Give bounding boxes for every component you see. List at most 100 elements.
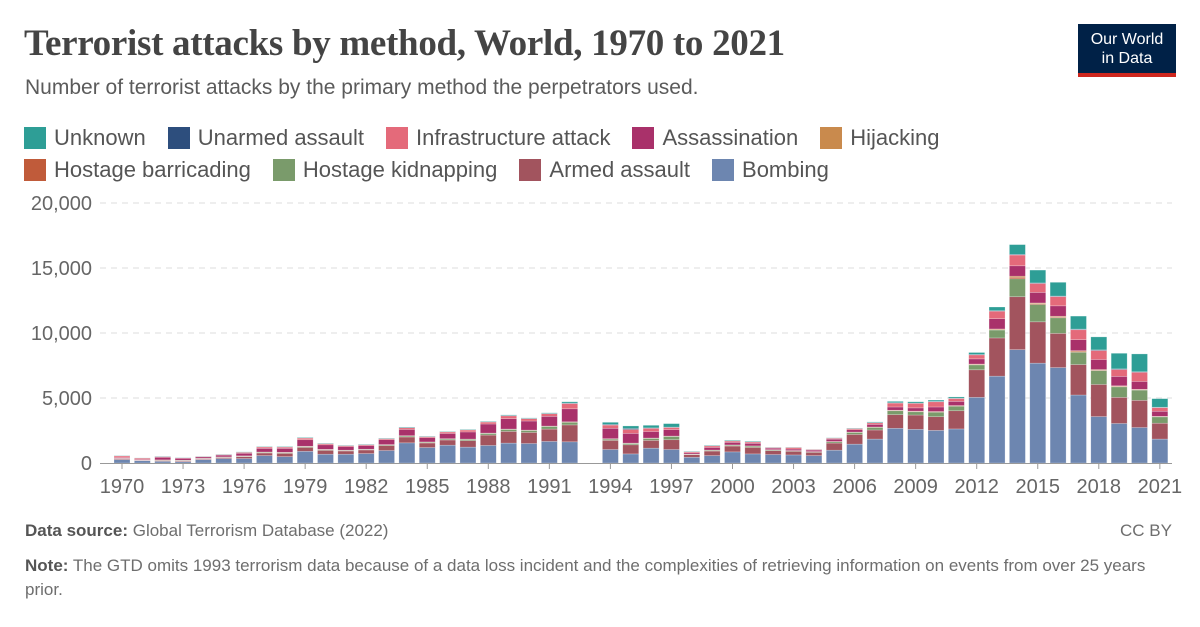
- bar-segment-bombing-1981: [337, 453, 355, 464]
- bar-segment-assassination-1982: [357, 445, 375, 450]
- x-tick-label: 1997: [649, 476, 694, 498]
- legend-item-unarmed-assault[interactable]: Unarmed assault: [167, 122, 365, 153]
- bar-segment-bombing-1975: [215, 458, 233, 464]
- legend-item-assassination[interactable]: Assassination: [632, 122, 798, 153]
- x-tick-label: 1970: [100, 476, 145, 498]
- bar-segment-assassination-2017: [1070, 339, 1087, 351]
- bar-segment-hostage-kidnapping-2015: [1029, 304, 1047, 323]
- bar-segment-bombing-2009: [907, 429, 924, 464]
- bar-segment-assassination-1978: [276, 448, 294, 453]
- bar-segment-unknown-2008: [886, 401, 904, 403]
- bar-segment-assassination-1995: [622, 433, 640, 444]
- bar-segment-unknown-1997: [663, 423, 680, 428]
- legend-item-infrastructure-attack[interactable]: Infrastructure attack: [386, 122, 610, 153]
- bar-segment-infrastructure-attack-1990: [520, 418, 538, 422]
- x-tick-label: 1994: [588, 476, 633, 498]
- y-tick-label: 0: [81, 453, 92, 475]
- bar-segment-infrastructure-attack-1994: [602, 424, 619, 429]
- bar-segment-unarmed-assault-2015: [1029, 282, 1047, 284]
- bar-segment-bombing-2021: [1151, 438, 1169, 464]
- bar-segment-armed-assault-1979: [296, 447, 314, 452]
- logo-line2: in Data: [1101, 50, 1153, 67]
- legend-item-hostage-kidnapping[interactable]: Hostage kidnapping: [272, 155, 497, 186]
- bar-segment-unknown-1990: [520, 417, 538, 419]
- bar-segment-bombing-2000: [724, 451, 741, 464]
- bar-segment-bombing-2012: [968, 397, 986, 464]
- x-tick-label: 1976: [222, 476, 267, 498]
- bar-segment-unknown-2012: [968, 352, 986, 355]
- bar-segment-armed-assault-2002: [764, 450, 782, 455]
- bar-segment-bombing-1985: [418, 447, 436, 464]
- bar-segment-armed-assault-2020: [1131, 400, 1148, 428]
- x-tick-label: 1982: [344, 476, 389, 498]
- bar-segment-bombing-2006: [846, 443, 863, 464]
- x-tick-label: 2003: [771, 476, 816, 498]
- bar-segment-armed-assault-2021: [1151, 422, 1169, 440]
- bar-segment-assassination-2001: [744, 443, 762, 447]
- bar-segment-unarmed-assault-1994: [602, 424, 619, 426]
- bar-segment-armed-assault-1991: [541, 428, 558, 442]
- bar-segment-assassination-2013: [988, 318, 1006, 330]
- bar-segment-armed-assault-1998: [683, 454, 701, 458]
- bar-segment-armed-assault-2019: [1110, 397, 1128, 424]
- bar-segment-bombing-2005: [825, 449, 843, 464]
- bar-segment-assassination-2011: [948, 401, 965, 406]
- legend-label: Unarmed assault: [197, 124, 365, 150]
- bar-segment-bombing-1983: [378, 450, 395, 464]
- bar-segment-bombing-1998: [683, 456, 701, 464]
- bar-segment-assassination-2018: [1090, 359, 1108, 370]
- bar-segment-assassination-2021: [1151, 410, 1169, 417]
- bar-segment-bombing-2007: [866, 438, 884, 464]
- bar-segment-unknown-1999: [703, 444, 721, 447]
- bar-segment-infrastructure-attack-1992: [561, 403, 579, 410]
- legend-item-bombing[interactable]: Bombing: [712, 155, 829, 186]
- bar-segment-bombing-1989: [500, 442, 517, 464]
- bar-segment-bombing-1987: [459, 446, 477, 464]
- bar-segment-armed-assault-2017: [1070, 364, 1087, 396]
- bar-segment-unknown-1979: [296, 437, 314, 439]
- bar-segment-bombing-1992: [561, 441, 579, 464]
- legend-item-armed-assault[interactable]: Armed assault: [519, 155, 690, 186]
- bar-segment-assassination-1976: [235, 452, 253, 457]
- bar-segment-assassination-2006: [846, 429, 863, 433]
- bar-segment-armed-assault-1985: [418, 442, 436, 448]
- bar-segment-hostage-kidnapping-2012: [968, 364, 986, 371]
- bar-segment-bombing-1982: [357, 453, 375, 464]
- legend-label: Hijacking: [850, 124, 940, 150]
- bar-segment-unknown-2013: [988, 306, 1006, 311]
- bar-segment-infrastructure-attack-2015: [1029, 283, 1047, 293]
- bar-segment-hostage-kidnapping-2019: [1110, 386, 1128, 398]
- legend-label: Hostage barricading: [54, 157, 251, 182]
- bar-segment-assassination-2020: [1131, 381, 1148, 390]
- x-tick-label: 2009: [893, 476, 938, 498]
- bar-segment-hostage-kidnapping-2011: [948, 405, 965, 412]
- legend-swatch: [167, 126, 190, 149]
- owid-logo[interactable]: Our World in Data: [1078, 24, 1176, 77]
- bar-segment-infrastructure-attack-2009: [907, 403, 924, 409]
- legend-swatch: [24, 159, 46, 181]
- bar-segment-hostage-kidnapping-2017: [1070, 351, 1087, 365]
- bar-segment-assassination-1997: [663, 429, 680, 437]
- bar-segment-hostage-kidnapping-2021: [1151, 416, 1169, 424]
- bar-segment-bombing-1988: [479, 445, 497, 464]
- bar-segment-assassination-2014: [1009, 265, 1026, 277]
- bar-segment-armed-assault-1996: [642, 440, 660, 449]
- license[interactable]: CC BY: [1120, 521, 1172, 540]
- bar-segment-assassination-1975: [215, 454, 233, 458]
- bar-segment-armed-assault-1982: [357, 449, 375, 454]
- x-tick-label: 1979: [283, 476, 328, 498]
- bar-segment-armed-assault-1999: [703, 450, 721, 456]
- bar-segment-assassination-1989: [500, 418, 517, 430]
- source-text[interactable]: Global Terrorism Database (2022): [132, 521, 389, 540]
- legend-item-unknown[interactable]: Unknown: [24, 122, 146, 153]
- legend: Unknown Unarmed assault Infrastructure att…: [24, 122, 1124, 187]
- bar-segment-bombing-2010: [927, 430, 945, 464]
- bar-segment-assassination-2000: [724, 442, 741, 446]
- bar-segment-assassination-1983: [378, 439, 395, 445]
- legend-item-hijacking[interactable]: Hijacking: [820, 122, 939, 153]
- legend-item-hostage-barricading[interactable]: Hostage barricading: [24, 155, 251, 186]
- bar-segment-infrastructure-attack-1996: [642, 427, 660, 432]
- legend-swatch: [24, 126, 46, 149]
- bar-segment-armed-assault-1976: [235, 456, 253, 459]
- bar-segment-bombing-2013: [988, 375, 1006, 464]
